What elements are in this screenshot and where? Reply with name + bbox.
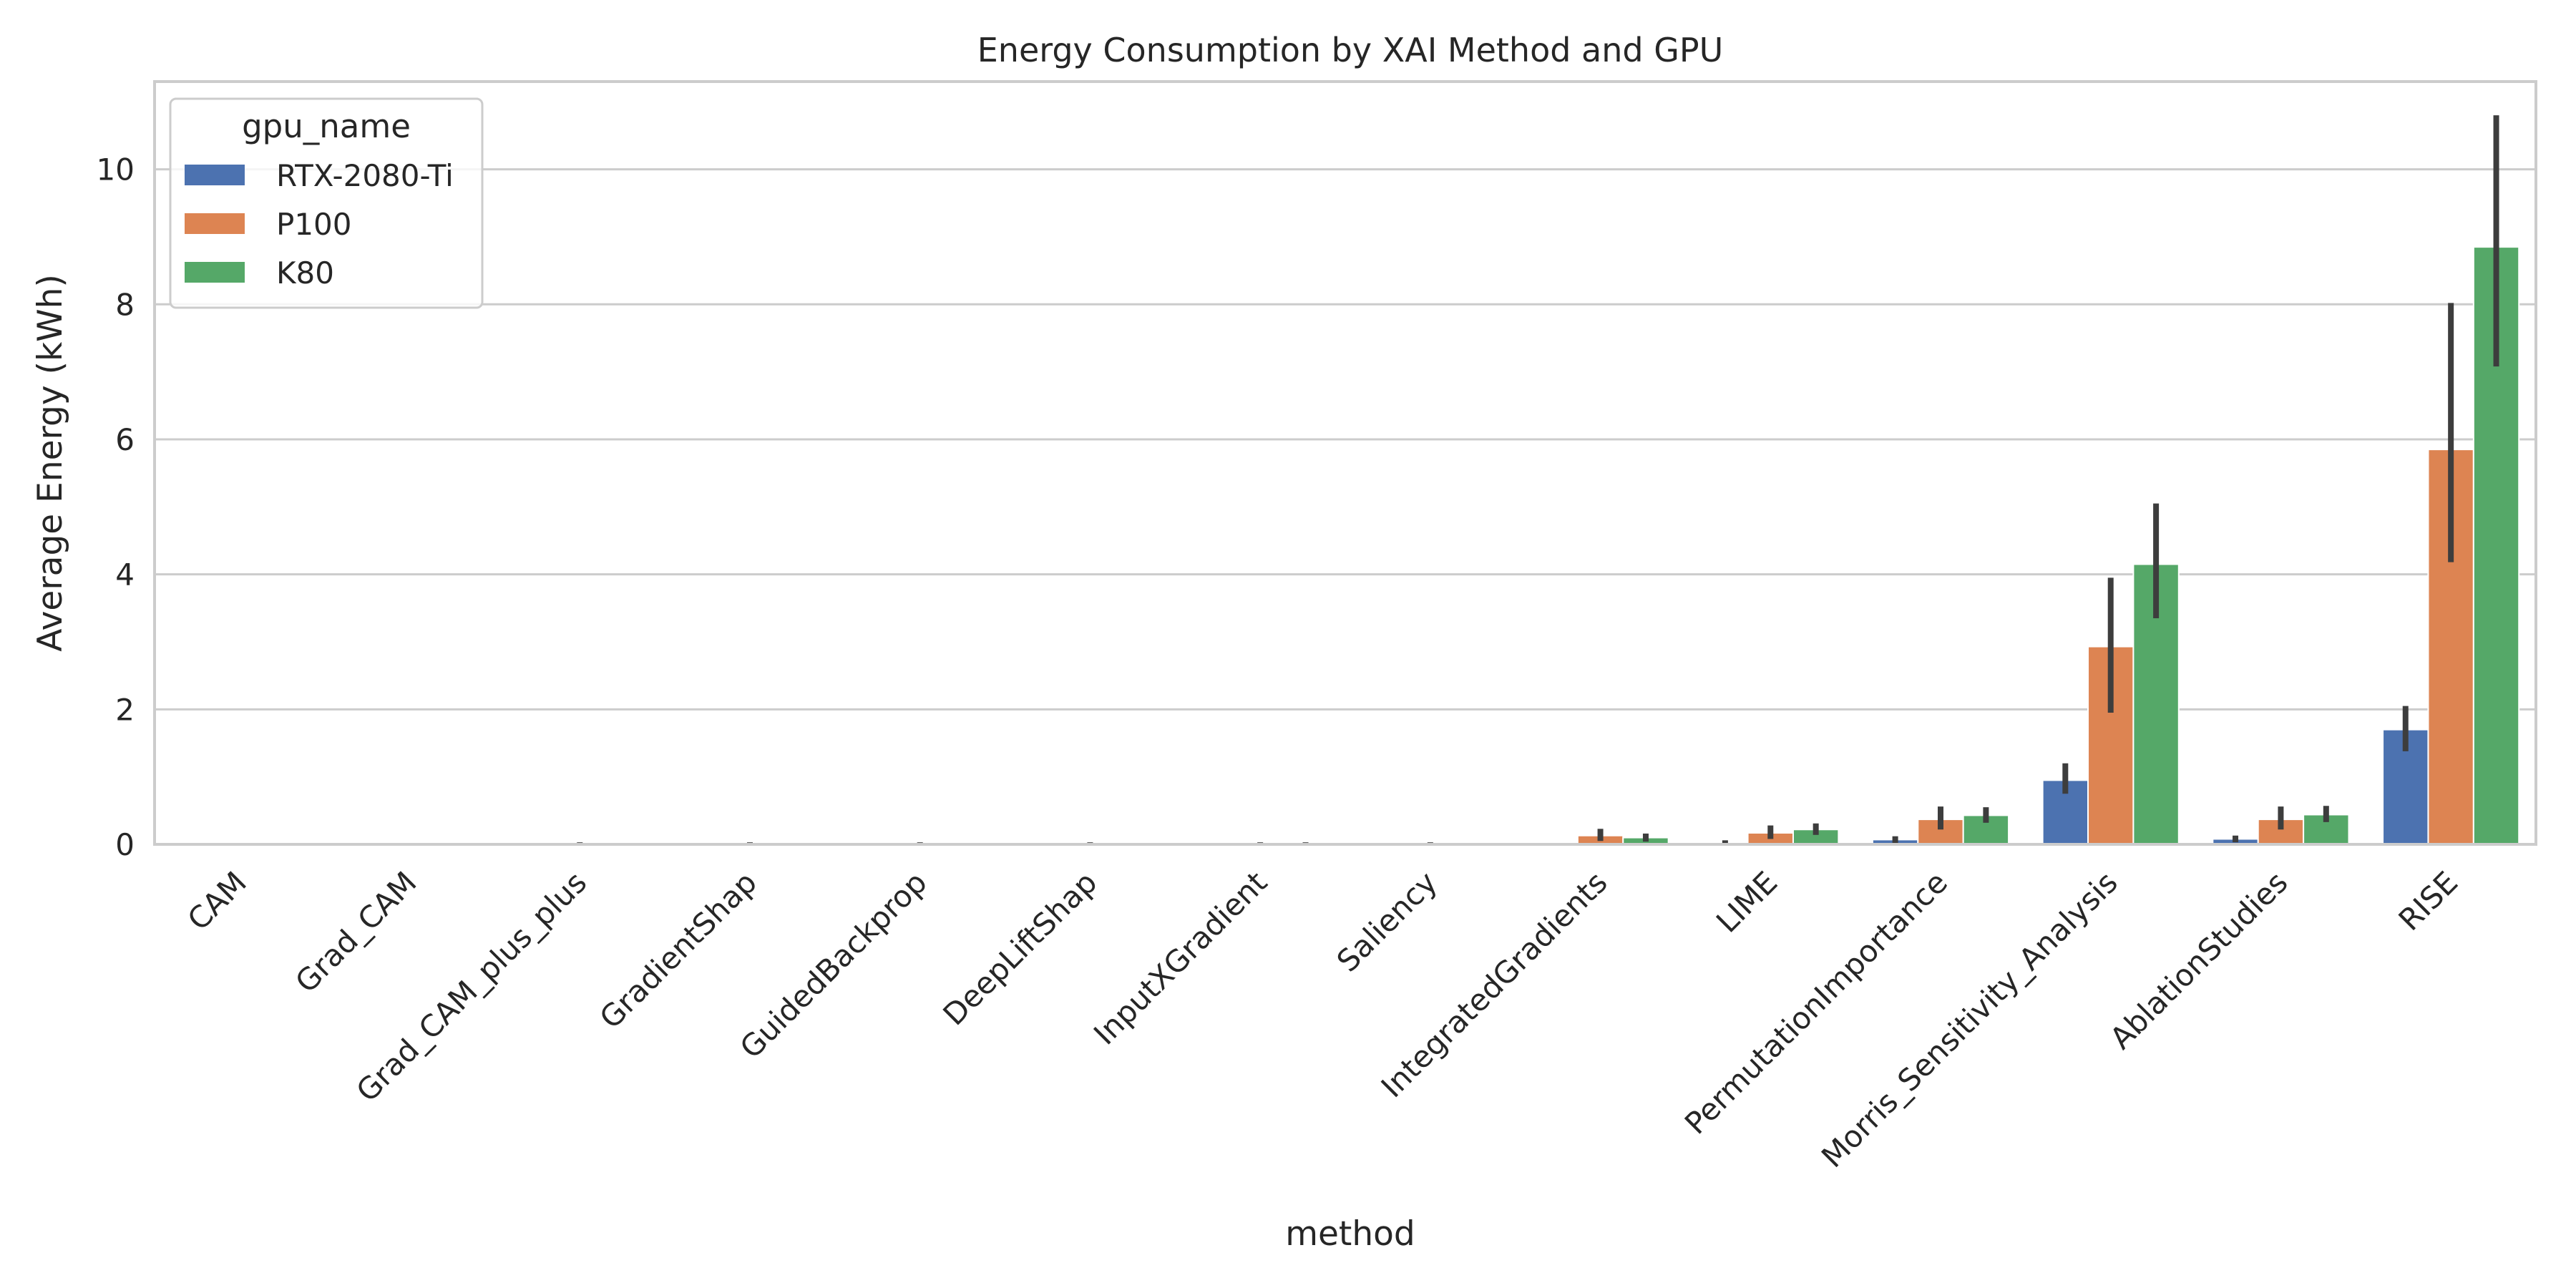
legend-title: gpu_name <box>242 107 411 145</box>
y-tick-labels: 0 2 4 6 8 10 <box>97 152 135 862</box>
x-axis-label: method <box>1285 1214 1415 1254</box>
y-tick-label-10: 10 <box>97 152 135 187</box>
chart-title: Energy Consumption by XAI Method and GPU <box>977 31 1724 69</box>
legend-swatch-rtx-2080-ti <box>185 165 245 185</box>
y-axis-label: Average Energy (kWh) <box>31 274 70 652</box>
plot-frame <box>153 80 2537 846</box>
legend-label-k80: K80 <box>276 255 334 291</box>
y-tick-label-2: 2 <box>115 692 135 727</box>
y-tick-label-0: 0 <box>115 827 135 862</box>
y-tick-label-6: 6 <box>115 422 135 457</box>
legend: gpu_name RTX-2080-Ti P100 K80 <box>169 97 484 309</box>
legend-swatch-k80 <box>185 262 245 283</box>
legend-swatch-p100 <box>185 213 245 234</box>
legend-label-p100: P100 <box>276 207 352 242</box>
y-tick-label-8: 8 <box>115 287 135 322</box>
legend-box <box>169 97 484 309</box>
legend-label-rtx-2080-ti: RTX-2080-Ti <box>276 158 454 193</box>
y-tick-label-4: 4 <box>115 557 135 592</box>
error-bars <box>577 115 2499 844</box>
